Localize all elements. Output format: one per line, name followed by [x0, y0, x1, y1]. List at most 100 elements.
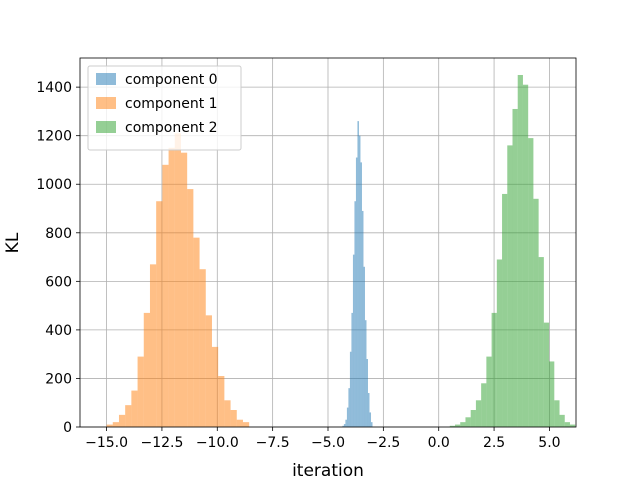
- histogram-bar: [112, 422, 119, 427]
- histogram-bar: [549, 361, 555, 427]
- histogram-bar: [168, 147, 175, 427]
- y-axis-ticks: 0 200 400 600 800 1000 1200 1400: [36, 80, 80, 436]
- histogram-bar: [352, 254, 355, 427]
- x-tick-label: −10.0: [196, 435, 239, 451]
- histogram-bar: [363, 266, 365, 427]
- histogram-bar: [174, 133, 181, 427]
- series-0-bars: [342, 121, 373, 428]
- histogram-bar: [236, 419, 243, 427]
- histogram-bar: [364, 320, 367, 427]
- legend-swatch: [96, 73, 116, 85]
- histogram-bar: [361, 210, 364, 427]
- y-tick-label: 1400: [36, 80, 72, 96]
- histogram-bar: [366, 359, 368, 427]
- x-tick-label: −15.0: [85, 435, 128, 451]
- histogram-bar: [538, 257, 544, 427]
- histogram-bars: [106, 74, 576, 428]
- histogram-bar: [481, 383, 487, 427]
- histogram-bar: [491, 312, 497, 427]
- legend-label: component 1: [125, 96, 218, 112]
- histogram-bar: [345, 419, 347, 427]
- histogram-bar: [349, 351, 352, 427]
- histogram-bar: [187, 189, 194, 427]
- histogram-bar: [517, 74, 523, 428]
- histogram-bar: [162, 164, 169, 427]
- histogram-bar: [371, 422, 373, 427]
- histogram-bar: [449, 425, 456, 427]
- histogram-bar: [137, 356, 144, 427]
- x-tick-label: −2.5: [366, 435, 400, 451]
- histogram-bar: [143, 312, 150, 427]
- y-tick-label: 600: [45, 274, 72, 290]
- histogram-bar: [230, 410, 237, 427]
- legend-box: [87, 65, 242, 151]
- histogram-bar: [367, 393, 370, 427]
- histogram-bar: [125, 405, 132, 427]
- histogram-bar: [543, 322, 550, 427]
- histogram-bar: [486, 356, 492, 427]
- histogram-bar: [522, 84, 529, 427]
- histogram-bar: [475, 400, 482, 427]
- x-tick-label: −12.5: [140, 435, 183, 451]
- legend: component 0 component 1 component 2: [87, 65, 242, 151]
- histogram-bar: [455, 424, 461, 427]
- x-tick-label: 2.5: [483, 435, 505, 451]
- histogram-bar: [354, 201, 356, 427]
- y-tick-label: 1200: [36, 129, 72, 145]
- histogram-bar: [357, 121, 359, 428]
- histogram-bar: [369, 412, 372, 427]
- series-2-bars: [449, 74, 576, 428]
- histogram-bar: [470, 410, 476, 427]
- histogram-bar: [193, 237, 200, 427]
- y-tick-label: 0: [63, 420, 72, 436]
- histogram-bar: [360, 162, 362, 427]
- histogram-bar: [218, 376, 225, 427]
- histogram-bar: [502, 193, 508, 427]
- histogram-bar: [355, 157, 358, 427]
- histogram-bar: [554, 400, 560, 427]
- histogram-bar: [180, 152, 188, 428]
- histogram-bar: [528, 138, 534, 427]
- histogram-bar: [156, 201, 163, 427]
- x-axis-label: iteration: [292, 461, 364, 480]
- histogram-bar: [346, 407, 349, 427]
- histogram-bar: [564, 422, 570, 427]
- histogram-bar: [351, 312, 353, 427]
- histogram-bar: [358, 135, 361, 427]
- histogram-bar: [569, 424, 576, 427]
- histogram-bar: [118, 414, 126, 427]
- x-tick-label: −7.5: [256, 435, 290, 451]
- histogram-bar: [224, 400, 231, 427]
- histogram-bar: [559, 414, 565, 427]
- x-tick-label: 5.0: [538, 435, 560, 451]
- y-tick-label: 200: [45, 371, 72, 387]
- histogram-bar: [460, 422, 466, 427]
- x-axis-ticks: −15.0 −12.5 −10.0 −7.5 −5.0 −2.5 0.0 2.5 5.0: [85, 427, 561, 451]
- histogram-bar: [348, 388, 350, 427]
- legend-swatch: [96, 97, 116, 109]
- y-tick-label: 800: [45, 226, 72, 242]
- histogram-bar: [512, 108, 518, 428]
- histogram-bar: [211, 346, 219, 427]
- histogram-bar: [242, 422, 250, 427]
- histogram-bar: [149, 264, 157, 427]
- histogram-bar: [496, 259, 503, 427]
- histogram-bar: [131, 390, 138, 427]
- series-1-bars: [106, 133, 250, 428]
- histogram-bar: [533, 198, 539, 427]
- histogram-bar: [343, 424, 346, 427]
- legend-label: component 0: [125, 72, 218, 88]
- y-tick-label: 400: [45, 323, 72, 339]
- histogram-bar: [465, 417, 471, 427]
- x-tick-label: −5.0: [311, 435, 345, 451]
- histogram-bar: [106, 424, 113, 427]
- legend-label: component 2: [125, 120, 218, 136]
- y-axis-label: KL: [3, 232, 23, 253]
- histogram-bar: [205, 315, 212, 427]
- histogram-bar: [199, 269, 206, 427]
- y-tick-label: 1000: [36, 177, 72, 193]
- legend-swatch: [96, 121, 116, 133]
- histogram-bar: [342, 425, 344, 427]
- x-tick-label: 0.0: [428, 435, 450, 451]
